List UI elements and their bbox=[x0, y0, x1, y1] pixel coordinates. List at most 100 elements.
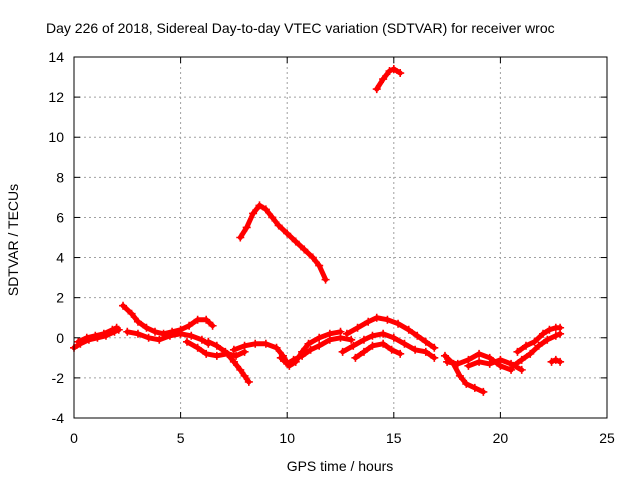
grid bbox=[74, 57, 607, 418]
data-point bbox=[142, 323, 151, 332]
data-point bbox=[526, 349, 535, 358]
data-point bbox=[212, 341, 221, 350]
data-point bbox=[74, 337, 83, 346]
data-point bbox=[244, 377, 253, 386]
data-point bbox=[255, 201, 264, 210]
data-point bbox=[547, 357, 556, 366]
data-point bbox=[349, 341, 358, 350]
plot-frame bbox=[73, 56, 608, 419]
data-point bbox=[379, 339, 388, 348]
data-point bbox=[119, 301, 128, 310]
data-point bbox=[261, 339, 270, 348]
data-point bbox=[202, 315, 211, 324]
data-point bbox=[470, 383, 479, 392]
data-layer bbox=[70, 65, 565, 396]
data-point bbox=[464, 361, 473, 370]
series-arc-4 bbox=[123, 327, 213, 348]
y-tick-label: 12 bbox=[48, 89, 64, 105]
series-arc-11 bbox=[342, 313, 439, 352]
data-point bbox=[430, 353, 439, 362]
data-point bbox=[400, 339, 409, 348]
data-point bbox=[308, 253, 317, 262]
data-point bbox=[240, 371, 249, 380]
data-point bbox=[453, 359, 462, 368]
data-point bbox=[249, 209, 258, 218]
data-point bbox=[475, 357, 484, 366]
data-point bbox=[421, 347, 430, 356]
data-point bbox=[187, 331, 196, 340]
data-point bbox=[413, 331, 422, 340]
data-point bbox=[353, 323, 362, 332]
data-point bbox=[291, 237, 300, 246]
data-point bbox=[347, 335, 356, 344]
data-point bbox=[462, 379, 471, 388]
data-point bbox=[556, 357, 565, 366]
x-tick-label: 0 bbox=[70, 430, 78, 446]
y-tick-label: 8 bbox=[56, 169, 64, 185]
data-point bbox=[496, 355, 505, 364]
data-point bbox=[283, 229, 292, 238]
data-point bbox=[475, 349, 484, 358]
data-point bbox=[342, 329, 351, 338]
data-point bbox=[133, 317, 142, 326]
data-point bbox=[315, 261, 324, 270]
y-tick-label: 6 bbox=[56, 209, 64, 225]
data-point bbox=[274, 221, 283, 230]
data-point bbox=[165, 331, 174, 340]
data-point bbox=[368, 341, 377, 350]
x-tick-label: 25 bbox=[599, 430, 615, 446]
x-tick-label: 10 bbox=[279, 430, 295, 446]
series-arc-6 bbox=[204, 337, 253, 386]
chart-title: Day 226 of 2018, Sidereal Day-to-day VTE… bbox=[46, 20, 555, 36]
series-arc-14 bbox=[440, 351, 488, 396]
data-point bbox=[372, 85, 381, 94]
data-point bbox=[151, 327, 160, 336]
data-point bbox=[517, 365, 526, 374]
data-point bbox=[364, 317, 373, 326]
data-point bbox=[394, 319, 403, 328]
y-tick-label: 2 bbox=[56, 290, 64, 306]
data-point bbox=[272, 343, 281, 352]
data-point bbox=[372, 313, 381, 322]
data-point bbox=[379, 329, 388, 338]
data-point bbox=[359, 347, 368, 356]
data-point bbox=[268, 213, 277, 222]
y-tick-label: -2 bbox=[52, 370, 65, 386]
data-point bbox=[379, 75, 388, 84]
data-point bbox=[236, 233, 245, 242]
data-point bbox=[185, 321, 194, 330]
series-arc-3 bbox=[119, 301, 217, 338]
data-point bbox=[404, 325, 413, 334]
series-arc-7 bbox=[236, 201, 330, 284]
y-tick-label: 10 bbox=[48, 129, 64, 145]
data-point bbox=[411, 345, 420, 354]
series-arc-2 bbox=[74, 323, 121, 346]
data-point bbox=[204, 337, 213, 346]
data-point bbox=[298, 351, 307, 360]
series-arc-12 bbox=[338, 329, 439, 362]
data-point bbox=[91, 331, 100, 340]
data-point bbox=[359, 335, 368, 344]
data-point bbox=[351, 353, 360, 362]
data-point bbox=[383, 315, 392, 324]
data-point bbox=[229, 357, 238, 366]
data-point bbox=[108, 325, 117, 334]
data-point bbox=[176, 329, 185, 338]
data-point bbox=[304, 339, 313, 348]
series-arc-18 bbox=[509, 329, 565, 370]
x-tick-label: 15 bbox=[386, 430, 402, 446]
series-trace bbox=[344, 315, 437, 351]
data-point bbox=[396, 69, 405, 78]
data-point bbox=[551, 355, 560, 364]
data-point bbox=[123, 327, 132, 336]
data-point bbox=[325, 335, 334, 344]
data-point bbox=[556, 329, 565, 338]
data-point bbox=[479, 387, 488, 396]
data-point bbox=[208, 321, 217, 330]
data-point bbox=[517, 355, 526, 364]
y-tick-label: 0 bbox=[56, 330, 64, 346]
x-tick-label: 5 bbox=[177, 430, 185, 446]
x-axis-label: GPS time / hours bbox=[287, 458, 394, 474]
data-point bbox=[99, 329, 108, 338]
data-point bbox=[389, 333, 398, 342]
